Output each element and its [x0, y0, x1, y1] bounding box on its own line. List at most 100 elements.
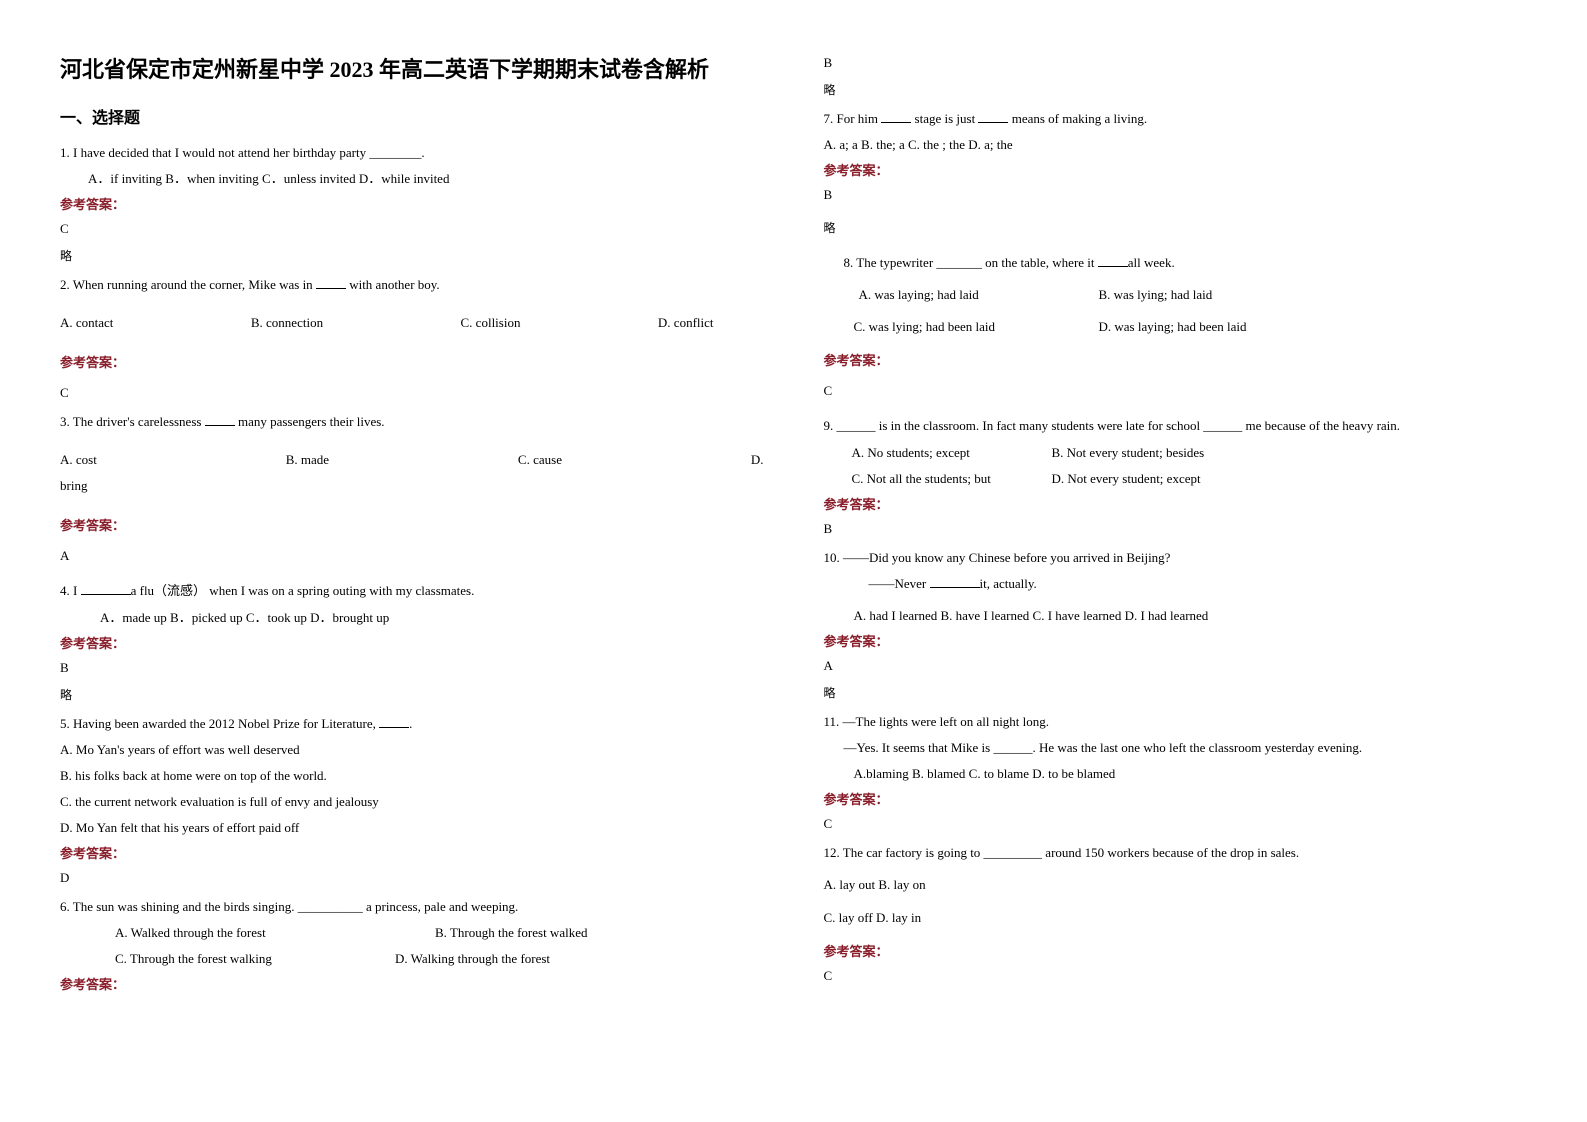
- answer-label: 参考答案：: [60, 633, 774, 652]
- answer-label: 参考答案：: [824, 631, 1528, 650]
- q5-opt-b: B. his folks back at home were on top of…: [60, 765, 774, 787]
- q3-text-a: 3. The driver's carelessness: [60, 414, 205, 429]
- q11-options: A.blaming B. blamed C. to blame D. to be…: [824, 763, 1528, 785]
- q6-answer: B: [824, 55, 1528, 71]
- q9-opt-b: B. Not every student; besides: [1052, 442, 1205, 464]
- q1-options: A．if inviting B．when inviting C．unless i…: [60, 168, 774, 190]
- q2-opt-d: D. conflict: [658, 312, 714, 334]
- q11-line1: 11. —The lights were left on all night l…: [824, 711, 1528, 733]
- q12-text: 12. The car factory is going to ________…: [824, 842, 1528, 864]
- q11-answer: C: [824, 816, 1528, 832]
- blank: [81, 582, 131, 595]
- q2-answer: C: [60, 385, 774, 401]
- q1-text: 1. I have decided that I would not atten…: [60, 142, 774, 164]
- q3-options: A. cost B. made C. cause D.: [60, 449, 774, 471]
- q10-line2: ——Never it, actually.: [824, 573, 1528, 595]
- q4-text: 4. I a flu（流感） when I was on a spring ou…: [60, 580, 774, 602]
- q4-options: A．made up B．picked up C．took up D．brough…: [60, 607, 774, 629]
- q4-text-b: a flu（流感） when I was on a spring outing …: [131, 583, 475, 598]
- q10-line2-b: it, actually.: [980, 576, 1037, 591]
- blank: [881, 110, 911, 123]
- q3-opt-c: C. cause: [518, 449, 562, 471]
- omit: 略: [824, 219, 1528, 236]
- q6-options-row2: C. Through the forest walking D. Walking…: [60, 948, 774, 970]
- q12-answer: C: [824, 968, 1528, 984]
- q4-text-a: 4. I: [60, 583, 81, 598]
- q8-text-b: all week.: [1128, 255, 1175, 270]
- q3-opt-d: D.: [751, 449, 764, 471]
- answer-label: 参考答案：: [824, 789, 1528, 808]
- q2-text-b: with another boy.: [346, 277, 440, 292]
- answer-label: 参考答案：: [824, 160, 1528, 179]
- answer-label: 参考答案：: [60, 515, 774, 534]
- q3-answer: A: [60, 548, 774, 564]
- q8-text-a: 8. The typewriter _______ on the table, …: [844, 255, 1098, 270]
- answer-label: 参考答案：: [60, 974, 774, 993]
- q5-opt-c: C. the current network evaluation is ful…: [60, 791, 774, 813]
- blank: [1098, 254, 1128, 267]
- omit: 略: [60, 686, 774, 703]
- q3-opt-d-line2: bring: [60, 475, 774, 497]
- answer-label: 参考答案：: [60, 352, 774, 371]
- q10-line2-a: ——Never: [869, 576, 930, 591]
- omit: 略: [60, 247, 774, 264]
- q3-opt-a: A. cost: [60, 449, 97, 471]
- q6-options-row1: A. Walked through the forest B. Through …: [60, 922, 774, 944]
- blank: [379, 715, 409, 728]
- q8-answer: C: [824, 383, 1528, 399]
- q10-answer: A: [824, 658, 1528, 674]
- q5-opt-a: A. Mo Yan's years of effort was well des…: [60, 739, 774, 761]
- q5-text-a: 5. Having been awarded the 2012 Nobel Pr…: [60, 716, 379, 731]
- q9-text: 9. ______ is in the classroom. In fact m…: [824, 415, 1528, 437]
- blank: [316, 276, 346, 289]
- q2-opt-a: A. contact: [60, 312, 113, 334]
- q7-text: 7. For him stage is just means of making…: [824, 108, 1528, 130]
- q4-answer: B: [60, 660, 774, 676]
- q9-options-row1: A. No students; except B. Not every stud…: [824, 442, 1528, 464]
- right-column: B 略 7. For him stage is just means of ma…: [794, 55, 1528, 1067]
- q8-opt-a: A. was laying; had laid: [859, 284, 1099, 306]
- q2-text: 2. When running around the corner, Mike …: [60, 274, 774, 296]
- q6-opt-d: D. Walking through the forest: [395, 948, 550, 970]
- omit: 略: [824, 684, 1528, 701]
- q6-opt-a: A. Walked through the forest: [115, 922, 435, 944]
- q7-answer: B: [824, 187, 1528, 203]
- blank: [978, 110, 1008, 123]
- q6-opt-b: B. Through the forest walked: [435, 922, 587, 944]
- q9-answer: B: [824, 521, 1528, 537]
- document-title: 河北省保定市定州新星中学 2023 年高二英语下学期期末试卷含解析: [60, 55, 774, 86]
- left-column: 河北省保定市定州新星中学 2023 年高二英语下学期期末试卷含解析 一、选择题 …: [60, 55, 794, 1067]
- q5-opt-d: D. Mo Yan felt that his years of effort …: [60, 817, 774, 839]
- answer-label: 参考答案：: [60, 843, 774, 862]
- answer-label: 参考答案：: [60, 194, 774, 213]
- q12-opts1: A. lay out B. lay on: [824, 874, 1528, 896]
- q2-opt-c: C. collision: [461, 312, 521, 334]
- q8-text: 8. The typewriter _______ on the table, …: [824, 252, 1528, 274]
- q8-options-row2: C. was lying; had been laid D. was layin…: [824, 316, 1528, 338]
- omit: 略: [824, 81, 1528, 98]
- q2-text-a: 2. When running around the corner, Mike …: [60, 277, 316, 292]
- q8-opt-b: B. was lying; had laid: [1099, 284, 1213, 306]
- q7-text-b: stage is just: [911, 111, 978, 126]
- q3-opt-b: B. made: [286, 449, 329, 471]
- answer-label: 参考答案：: [824, 350, 1528, 369]
- answer-label: 参考答案：: [824, 494, 1528, 513]
- q10-line1: 10. ——Did you know any Chinese before yo…: [824, 547, 1528, 569]
- q2-opt-b: B. connection: [251, 312, 323, 334]
- blank: [930, 575, 980, 588]
- q5-answer: D: [60, 870, 774, 886]
- q2-options: A. contact B. connection C. collision D.…: [60, 312, 774, 334]
- q9-opt-a: A. No students; except: [852, 442, 1052, 464]
- q8-opt-c: C. was lying; had been laid: [854, 316, 1099, 338]
- section-header: 一、选择题: [60, 104, 774, 128]
- q11-line2: —Yes. It seems that Mike is ______. He w…: [824, 737, 1528, 759]
- q9-opt-c: C. Not all the students; but: [852, 468, 1052, 490]
- q6-opt-c: C. Through the forest walking: [115, 948, 395, 970]
- q9-options-row2: C. Not all the students; but D. Not ever…: [824, 468, 1528, 490]
- q8-options-row1: A. was laying; had laid B. was lying; ha…: [824, 284, 1528, 306]
- q12-opts2: C. lay off D. lay in: [824, 907, 1528, 929]
- q3-text: 3. The driver's carelessness many passen…: [60, 411, 774, 433]
- q7-text-c: means of making a living.: [1008, 111, 1147, 126]
- q6-text: 6. The sun was shining and the birds sin…: [60, 896, 774, 918]
- q1-answer: C: [60, 221, 774, 237]
